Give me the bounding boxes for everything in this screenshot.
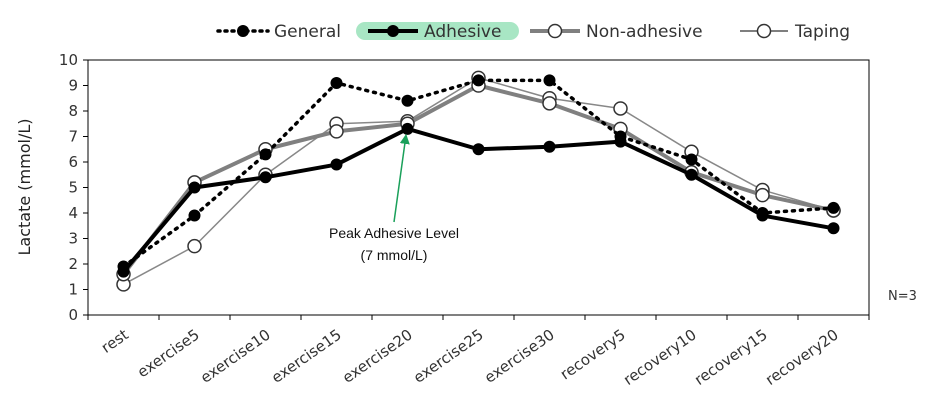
x-tick-label: exercise30 <box>481 326 558 387</box>
x-tick-label: recovery5 <box>557 326 629 384</box>
legend-label-taping: Taping <box>794 22 850 42</box>
legend-item-general[interactable]: General <box>216 22 341 42</box>
data-point-non-adhesive[interactable] <box>329 124 344 139</box>
y-axis: 0 1 2 3 4 5 6 7 8 9 10 <box>59 51 88 324</box>
y-tick-label: 9 <box>68 77 78 95</box>
legend-item-adhesive[interactable]: Adhesive <box>356 22 519 42</box>
peak-annotation: Peak Adhesive Level (7 mmol/L) <box>329 133 459 263</box>
y-tick-label: 5 <box>68 179 78 197</box>
x-tick-label: recovery15 <box>691 326 771 389</box>
data-point-adhesive[interactable] <box>614 135 627 148</box>
annotation-arrow <box>393 133 410 223</box>
data-point-general[interactable] <box>259 148 272 161</box>
y-tick-label: 0 <box>68 306 78 324</box>
data-point-adhesive[interactable] <box>330 158 343 171</box>
y-tick-label: 1 <box>68 281 78 299</box>
data-point-general[interactable] <box>401 94 414 107</box>
data-point-adhesive[interactable] <box>259 171 272 184</box>
x-tick-label: recovery10 <box>620 326 700 389</box>
y-tick-label: 2 <box>68 255 78 273</box>
y-tick-label: 4 <box>68 204 78 222</box>
data-point-adhesive[interactable] <box>117 265 130 278</box>
y-tick-label: 8 <box>68 102 78 120</box>
x-axis: rest exercise5exercise10exercise15exercis… <box>87 315 870 389</box>
x-tick-label: recovery20 <box>762 326 842 389</box>
data-point-adhesive[interactable] <box>756 209 769 222</box>
x-tick-label: exercise5 <box>134 326 203 382</box>
y-tick-label: 3 <box>68 230 78 248</box>
data-point-non-adhesive[interactable] <box>542 96 557 111</box>
data-point-non-adhesive[interactable] <box>755 187 770 203</box>
x-tick-label: exercise20 <box>339 326 416 387</box>
data-point-adhesive[interactable] <box>685 168 698 181</box>
data-point-adhesive[interactable] <box>188 181 201 194</box>
legend-label-general: General <box>274 22 341 42</box>
data-point-general[interactable] <box>827 201 840 214</box>
y-axis-label: Lactate (mmol/L) <box>15 119 34 256</box>
data-point-adhesive[interactable] <box>827 222 840 235</box>
data-point-adhesive[interactable] <box>401 122 414 135</box>
data-point-adhesive[interactable] <box>543 140 556 153</box>
data-point-general[interactable] <box>472 74 485 87</box>
series-line-general <box>121 78 836 269</box>
legend: General Adhesive Non-adhesive Taping <box>216 22 850 42</box>
legend-item-non-adhesive[interactable]: Non-adhesive <box>530 22 703 42</box>
data-point-general[interactable] <box>685 153 698 166</box>
data-point-general[interactable] <box>330 76 343 89</box>
sample-size-note: N=3 <box>888 289 917 304</box>
series-layer <box>116 70 841 292</box>
y-tick-label: 10 <box>59 51 78 69</box>
x-tick-label: exercise25 <box>410 326 487 387</box>
x-tick-label: exercise15 <box>268 326 345 387</box>
data-point-taping[interactable] <box>187 238 202 254</box>
data-point-adhesive[interactable] <box>472 143 485 156</box>
series-line-non-adhesive <box>121 83 836 277</box>
data-point-taping[interactable] <box>613 101 628 116</box>
x-tick-label: rest <box>98 325 132 356</box>
legend-label-non-adhesive: Non-adhesive <box>586 22 703 42</box>
annotation-line1: Peak Adhesive Level <box>329 225 459 241</box>
series-adhesive <box>117 122 840 278</box>
y-tick-label: 7 <box>68 128 78 146</box>
annotation-line2: (7 mmol/L) <box>361 247 428 263</box>
series-non-adhesive <box>116 78 841 282</box>
x-tick-label: exercise10 <box>197 326 274 387</box>
y-tick-label: 6 <box>68 153 78 171</box>
data-point-general[interactable] <box>543 74 556 87</box>
legend-item-taping[interactable]: Taping <box>740 22 850 42</box>
data-point-general[interactable] <box>188 209 201 222</box>
legend-label-adhesive: Adhesive <box>424 22 501 42</box>
